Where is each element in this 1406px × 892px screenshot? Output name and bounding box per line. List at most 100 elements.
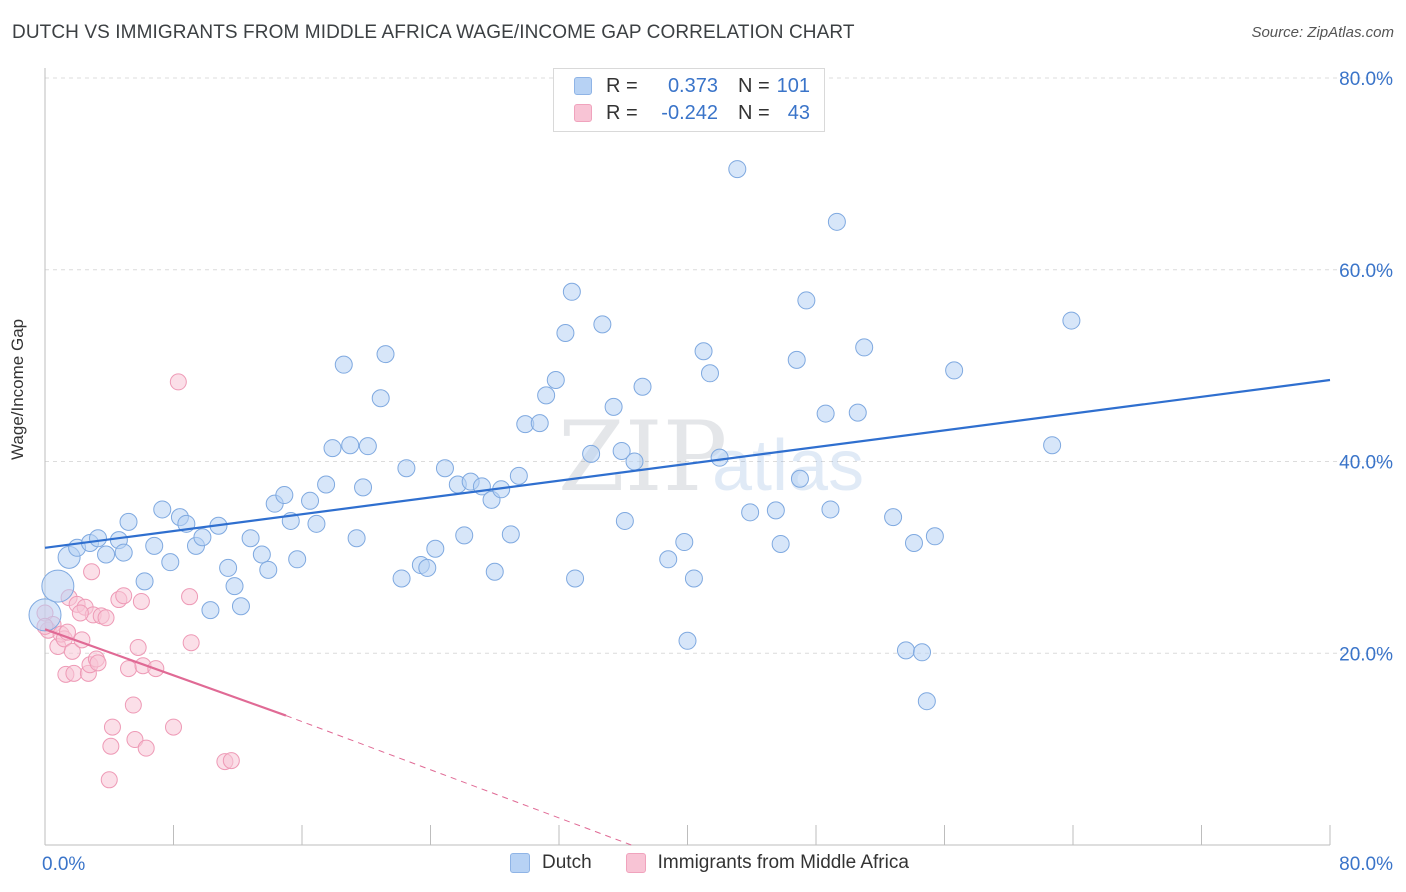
dutch-point xyxy=(455,526,474,545)
gridlines xyxy=(45,77,1392,654)
africa-point xyxy=(83,563,101,581)
series-label-dutch: Dutch xyxy=(542,852,592,873)
africa-point xyxy=(129,638,147,656)
series-legend: Dutch Immigrants from Middle Africa xyxy=(510,852,943,874)
trendlines xyxy=(44,378,1331,846)
dutch-point xyxy=(376,345,395,364)
africa-point xyxy=(63,642,81,660)
dutch-point xyxy=(684,569,703,588)
chart-title: DUTCH VS IMMIGRANTS FROM MIDDLE AFRICA W… xyxy=(12,22,855,43)
dutch-point xyxy=(593,315,612,334)
y-tick-label: 20.0% xyxy=(1339,644,1393,665)
dutch-point xyxy=(347,529,366,548)
dutch-point xyxy=(241,529,260,548)
africa-point xyxy=(182,634,200,652)
dutch-point xyxy=(392,569,411,588)
africa-point xyxy=(222,752,240,770)
legend-r-label: R = xyxy=(606,101,638,124)
dutch-point xyxy=(119,512,138,531)
dutch-point xyxy=(97,545,116,564)
dutch-point xyxy=(161,553,180,572)
dutch-point xyxy=(787,350,806,369)
dutch-point xyxy=(41,569,75,603)
africa-point xyxy=(103,718,121,736)
dutch-point xyxy=(145,536,164,555)
dutch-point xyxy=(615,511,634,530)
legend-n-value: 101 xyxy=(776,74,810,97)
dutch-point xyxy=(913,643,932,662)
dutch-point xyxy=(700,364,719,383)
dutch-point xyxy=(135,572,154,591)
dutch-point xyxy=(562,282,581,301)
dutch-point xyxy=(301,491,320,510)
dutch-point xyxy=(556,324,575,343)
africa-point xyxy=(165,718,182,736)
dutch-point xyxy=(501,525,520,544)
legend-n-value: 43 xyxy=(787,101,810,124)
africa-point xyxy=(169,373,187,391)
africa-point xyxy=(65,664,83,682)
dutch-point xyxy=(153,500,172,519)
dutch-point xyxy=(201,601,220,620)
y-axis-label: Wage/Income Gap xyxy=(8,318,27,460)
correlation-legend: R = 0.373 N = 101 R = -0.242 N = 43 xyxy=(553,68,825,132)
axes xyxy=(44,68,1331,846)
dutch-point xyxy=(323,439,342,458)
dutch-point xyxy=(334,355,353,374)
trendline-dutch xyxy=(44,378,1331,549)
dutch-point xyxy=(582,444,601,463)
dutch-point xyxy=(771,534,790,553)
dutch-point xyxy=(816,404,835,423)
trendline-africa xyxy=(44,628,287,717)
series-legend-africa[interactable]: Immigrants from Middle Africa xyxy=(625,852,909,874)
legend-swatch-africa xyxy=(574,104,592,122)
dutch-point xyxy=(827,212,846,231)
africa-point xyxy=(181,588,199,606)
africa-point xyxy=(102,737,120,755)
dutch-points xyxy=(28,160,1081,711)
dutch-point xyxy=(397,459,416,478)
dutch-point xyxy=(193,528,212,547)
series-swatch-africa xyxy=(625,853,646,873)
dutch-point xyxy=(259,560,278,579)
x-tick-label: 0.0% xyxy=(42,854,85,875)
legend-swatch-dutch xyxy=(574,77,592,95)
dutch-point xyxy=(694,342,713,361)
dutch-point xyxy=(537,386,556,405)
africa-point xyxy=(137,739,155,757)
series-legend-dutch[interactable]: Dutch xyxy=(510,852,592,874)
dutch-point xyxy=(418,558,437,577)
dutch-point xyxy=(354,478,373,497)
dutch-point xyxy=(790,469,809,488)
dutch-point xyxy=(485,562,504,581)
series-swatch-dutch xyxy=(510,853,530,873)
dutch-point xyxy=(288,550,307,569)
dutch-point xyxy=(612,441,631,460)
dutch-point xyxy=(710,448,729,467)
x-tick-label: 80.0% xyxy=(1339,854,1393,875)
dutch-point xyxy=(678,631,697,650)
dutch-point xyxy=(633,377,652,396)
dutch-point xyxy=(252,545,271,564)
dutch-point xyxy=(275,486,294,505)
africa-point xyxy=(132,592,150,610)
dutch-point xyxy=(28,598,62,632)
source-credit: Source: ZipAtlas.com xyxy=(1251,24,1394,41)
dutch-point xyxy=(307,514,326,533)
africa-point xyxy=(120,660,138,678)
dutch-point xyxy=(821,500,840,519)
dutch-point xyxy=(604,397,623,416)
y-tick-label: 60.0% xyxy=(1339,261,1393,282)
dutch-point xyxy=(848,403,867,422)
dutch-point xyxy=(530,414,549,433)
dutch-point xyxy=(371,389,390,408)
dutch-point xyxy=(884,508,903,527)
dutch-point xyxy=(114,543,133,562)
dutch-point xyxy=(317,475,336,494)
dutch-point xyxy=(855,338,874,357)
dutch-point xyxy=(435,459,454,478)
dutch-point xyxy=(917,692,936,711)
legend-row-africa: R = -0.242 N = 43 xyxy=(574,100,810,126)
tick-labels: 20.0% 40.0% 60.0% 80.0% 0.0% 80.0% xyxy=(42,69,1393,875)
